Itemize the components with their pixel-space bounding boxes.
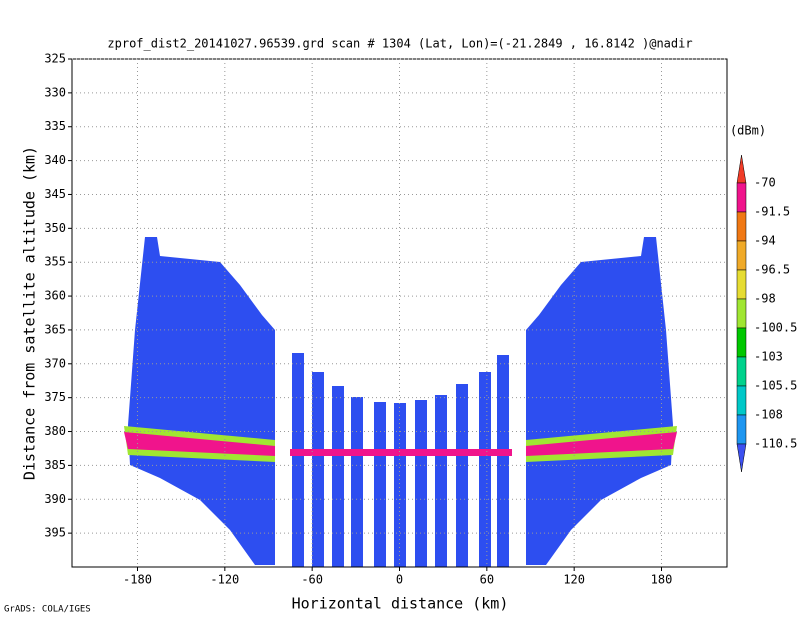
y-tick-label: 325 <box>44 52 66 66</box>
bright-band-right-core <box>526 432 677 456</box>
colorbar-unit: (dBm) <box>730 124 766 138</box>
strip <box>479 372 491 567</box>
y-tick-label: 385 <box>44 458 66 472</box>
colorbar-segment <box>736 298 747 329</box>
y-tick-label: 380 <box>44 424 66 438</box>
credit: GrADS: COLA/IGES <box>4 605 91 615</box>
y-tick-label: 360 <box>44 289 66 303</box>
chart-title: zprof_dist2_20141027.96539.grd scan # 13… <box>107 37 692 51</box>
x-axis-label: Horizontal distance (km) <box>292 595 509 613</box>
x-tick-label: 180 <box>651 573 673 587</box>
colorbar-segment <box>736 182 747 213</box>
colorbar-label: -70 <box>754 176 776 190</box>
x-tick-label: 120 <box>563 573 585 587</box>
radar-field <box>124 237 677 567</box>
colorbar-segment <box>736 385 747 416</box>
y-tick-label: 355 <box>44 255 66 269</box>
left-swath <box>128 237 275 565</box>
y-tick-label: 350 <box>44 221 66 235</box>
x-tick-label: 0 <box>396 573 403 587</box>
y-tick-label: 375 <box>44 390 66 404</box>
y-tick-label: 370 <box>44 356 66 370</box>
colorbar-label: -103 <box>754 350 783 364</box>
colorbar-segment <box>736 356 747 387</box>
strip <box>351 397 363 567</box>
x-tick-label: -120 <box>210 573 239 587</box>
strip <box>435 395 447 567</box>
strip <box>497 355 509 567</box>
y-tick-label: 395 <box>44 526 66 540</box>
strip <box>415 400 427 567</box>
colorbar-top <box>736 154 747 184</box>
strip <box>394 403 406 567</box>
colorbar-label: -100.5 <box>754 321 797 335</box>
colorbar-label: -110.5 <box>754 437 797 451</box>
strip <box>332 386 344 567</box>
strip <box>312 372 324 567</box>
y-tick-label: 345 <box>44 187 66 201</box>
colorbar-label: -98 <box>754 292 776 306</box>
y-tick-label: 330 <box>44 85 66 99</box>
bright-band-left-core <box>124 432 275 456</box>
y-tick-label: 335 <box>44 119 66 133</box>
colorbar-label: -105.5 <box>754 379 797 393</box>
colorbar-label: -94 <box>754 234 776 248</box>
y-axis-label: Distance from satellite altitude (km) <box>21 146 39 480</box>
strip <box>374 402 386 567</box>
strip <box>292 353 304 567</box>
strip <box>456 384 468 567</box>
bright-band-center <box>290 449 512 456</box>
right-swath <box>526 237 673 565</box>
colorbar-segment <box>736 211 747 242</box>
colorbar-segment <box>736 327 747 358</box>
x-tick-label: -180 <box>123 573 152 587</box>
y-tick-label: 365 <box>44 322 66 336</box>
colorbar-bottom <box>736 443 747 473</box>
colorbar-label: -91.5 <box>754 205 790 219</box>
colorbar-segment <box>736 414 747 445</box>
colorbar-segment <box>736 240 747 271</box>
nadir-strips <box>292 353 509 567</box>
y-tick-label: 340 <box>44 153 66 167</box>
colorbar-label: -96.5 <box>754 263 790 277</box>
colorbar-label: -108 <box>754 408 783 422</box>
y-tick-label: 390 <box>44 492 66 506</box>
x-tick-label: 60 <box>480 573 494 587</box>
x-tick-label: -60 <box>301 573 323 587</box>
colorbar-segment <box>736 269 747 300</box>
